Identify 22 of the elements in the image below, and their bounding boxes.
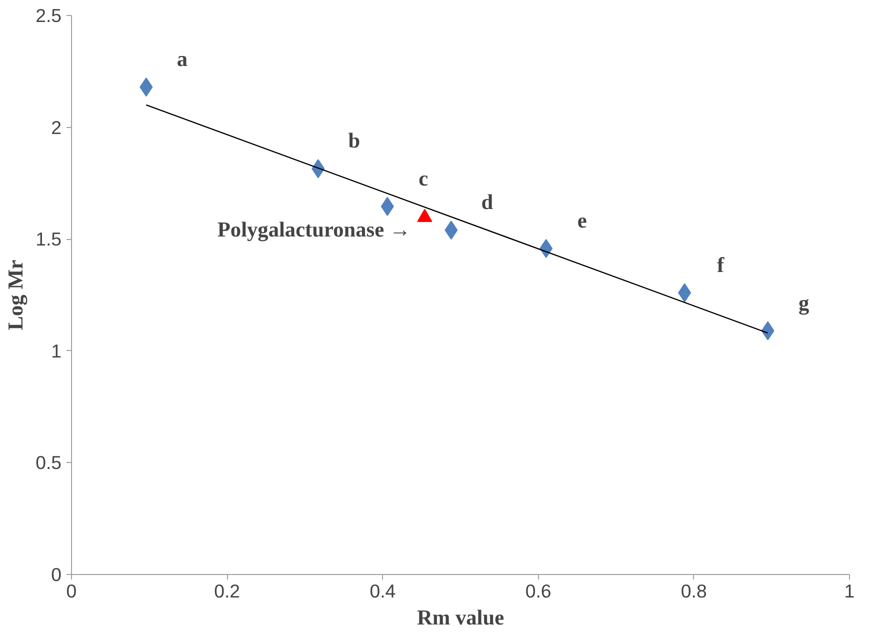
x-tick-label: 0.2	[214, 580, 240, 602]
y-axis-title: Log Mr	[4, 259, 28, 330]
x-tick-label: 0	[66, 580, 77, 602]
annotation: c	[418, 166, 428, 190]
y-tick-label: 0	[51, 564, 62, 585]
annotation: e	[577, 208, 587, 232]
annotation: g	[798, 290, 810, 315]
y-tick-label: 2.5	[36, 5, 62, 26]
y-tick-label: 0.5	[36, 452, 62, 474]
y-tick-label: 2	[51, 116, 62, 138]
x-tick-label: 0.6	[525, 580, 552, 602]
y-tick-label: 1	[51, 340, 62, 362]
y-tick-label: 1.5	[36, 228, 62, 250]
annotation: d	[481, 190, 494, 214]
x-tick-label: 0.8	[680, 580, 707, 602]
annotation: f	[717, 252, 726, 277]
x-axis-title: Rm value	[416, 606, 504, 630]
annotation: Polygalacturonase →	[217, 217, 411, 242]
x-tick-label: 1	[844, 580, 855, 602]
annotation: b	[348, 128, 360, 153]
x-tick-label: 0.4	[370, 580, 396, 602]
annotation: a	[176, 47, 188, 72]
